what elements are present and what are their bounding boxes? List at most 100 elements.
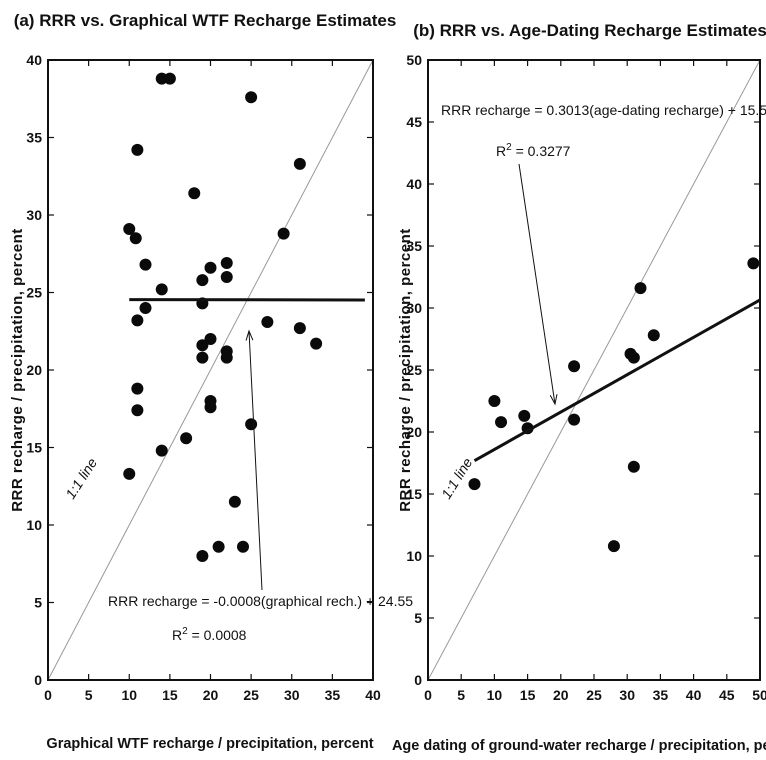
regression-equation: RRR recharge = -0.0008(graphical rech.) … — [108, 593, 413, 609]
data-point — [204, 261, 217, 274]
y-tick-label: 25 — [26, 285, 42, 301]
data-point — [293, 322, 306, 335]
data-point — [607, 540, 620, 553]
data-point — [204, 333, 217, 345]
x-tick-label: 40 — [365, 687, 381, 703]
chart-b: (b) RRR vs. Age-Dating Recharge Estimate… — [392, 21, 766, 754]
y-tick-label: 0 — [34, 672, 42, 688]
data-point — [196, 550, 209, 562]
x-tick-label: 50 — [752, 687, 766, 703]
data-point — [488, 395, 501, 407]
x-tick-label: 5 — [457, 687, 465, 703]
x-tick-label: 35 — [325, 687, 341, 703]
data-point — [634, 282, 647, 295]
r-squared-symbol: R — [496, 143, 506, 159]
r-squared-symbol: R — [172, 627, 182, 643]
y-tick-label: 15 — [26, 440, 42, 456]
y-tick-label: 30 — [26, 207, 42, 223]
regression-line — [473, 298, 761, 462]
data-point — [139, 258, 152, 271]
annotation-arrowhead — [549, 394, 558, 406]
x-tick-label: 25 — [243, 687, 259, 703]
data-point — [627, 460, 640, 473]
data-point — [131, 404, 144, 417]
data-point — [310, 337, 323, 350]
y-tick-label: 50 — [406, 52, 422, 68]
y-tick-label: 45 — [406, 114, 422, 130]
data-point — [293, 157, 306, 170]
x-tick-label: 5 — [85, 687, 93, 703]
x-tick-label: 45 — [719, 687, 735, 703]
r-squared-label: R2 = 0.3277 — [496, 142, 571, 159]
y-tick-label: 5 — [34, 595, 42, 611]
chart-a: (a) RRR vs. Graphical WTF Recharge Estim… — [9, 11, 413, 752]
x-tick-label: 10 — [487, 687, 503, 703]
annotation-arrow — [518, 163, 556, 405]
data-point — [163, 72, 176, 85]
x-tick-label: 0 — [44, 687, 52, 703]
y-tick-label: 30 — [406, 300, 422, 316]
x-tick-label: 25 — [586, 687, 602, 703]
data-point — [245, 418, 258, 431]
data-point — [747, 257, 760, 270]
data-point — [220, 351, 233, 364]
x-tick-label: 40 — [686, 687, 702, 703]
x-tick-label: 15 — [520, 687, 536, 703]
regression-equation: RRR recharge = 0.3013(age-dating recharg… — [441, 102, 766, 118]
data-point — [123, 467, 136, 480]
x-axis-label: Age dating of ground-water recharge / pr… — [392, 738, 766, 754]
one-to-one-label: 1:1 line — [62, 455, 100, 502]
data-point — [129, 232, 142, 245]
data-point — [196, 351, 209, 364]
data-point — [277, 227, 290, 240]
r-squared-superscript: 2 — [182, 626, 188, 637]
data-point — [627, 351, 640, 364]
x-tick-label: 30 — [284, 687, 300, 703]
x-tick-label: 0 — [424, 687, 432, 703]
data-point — [518, 409, 531, 422]
r-squared-superscript: 2 — [506, 142, 512, 153]
x-tick-label: 20 — [203, 687, 219, 703]
data-point — [228, 495, 241, 508]
chart-title: (b) RRR vs. Age-Dating Recharge Estimate… — [413, 21, 766, 40]
data-point — [237, 540, 249, 553]
data-point — [180, 432, 193, 445]
data-point — [220, 257, 233, 270]
y-tick-label: 20 — [406, 424, 422, 440]
data-point — [261, 315, 274, 328]
y-tick-label: 25 — [406, 362, 422, 378]
annotation-arrow — [248, 330, 263, 591]
data-point — [131, 382, 144, 395]
x-tick-label: 30 — [619, 687, 635, 703]
x-tick-label: 10 — [121, 687, 137, 703]
x-tick-label: 35 — [653, 687, 669, 703]
data-point — [155, 444, 168, 457]
data-point — [212, 540, 225, 553]
y-tick-label: 35 — [26, 130, 42, 146]
r-squared-value: = 0.3277 — [512, 143, 571, 159]
r-squared-value: = 0.0008 — [188, 627, 247, 643]
chart-title: (a) RRR vs. Graphical WTF Recharge Estim… — [14, 11, 397, 30]
data-point — [139, 302, 152, 314]
data-point — [204, 401, 217, 414]
y-tick-label: 10 — [406, 548, 422, 564]
data-point — [196, 339, 209, 352]
y-tick-label: 5 — [414, 610, 422, 626]
x-tick-label: 15 — [162, 687, 178, 703]
data-point — [468, 478, 481, 491]
data-point — [495, 416, 508, 429]
x-tick-label: 20 — [553, 687, 569, 703]
y-tick-label: 0 — [414, 672, 422, 688]
data-point — [188, 187, 201, 200]
y-tick-label: 15 — [406, 486, 422, 502]
x-axis-label: Graphical WTF recharge / precipitation, … — [46, 736, 373, 752]
r-squared-label: R2 = 0.0008 — [172, 626, 247, 643]
annotation-arrowhead — [245, 329, 254, 341]
data-point — [131, 143, 144, 156]
data-point — [196, 274, 209, 287]
y-tick-label: 40 — [26, 52, 42, 68]
y-tick-label: 20 — [26, 362, 42, 378]
data-point — [568, 360, 581, 373]
one-to-one-line — [48, 60, 373, 680]
